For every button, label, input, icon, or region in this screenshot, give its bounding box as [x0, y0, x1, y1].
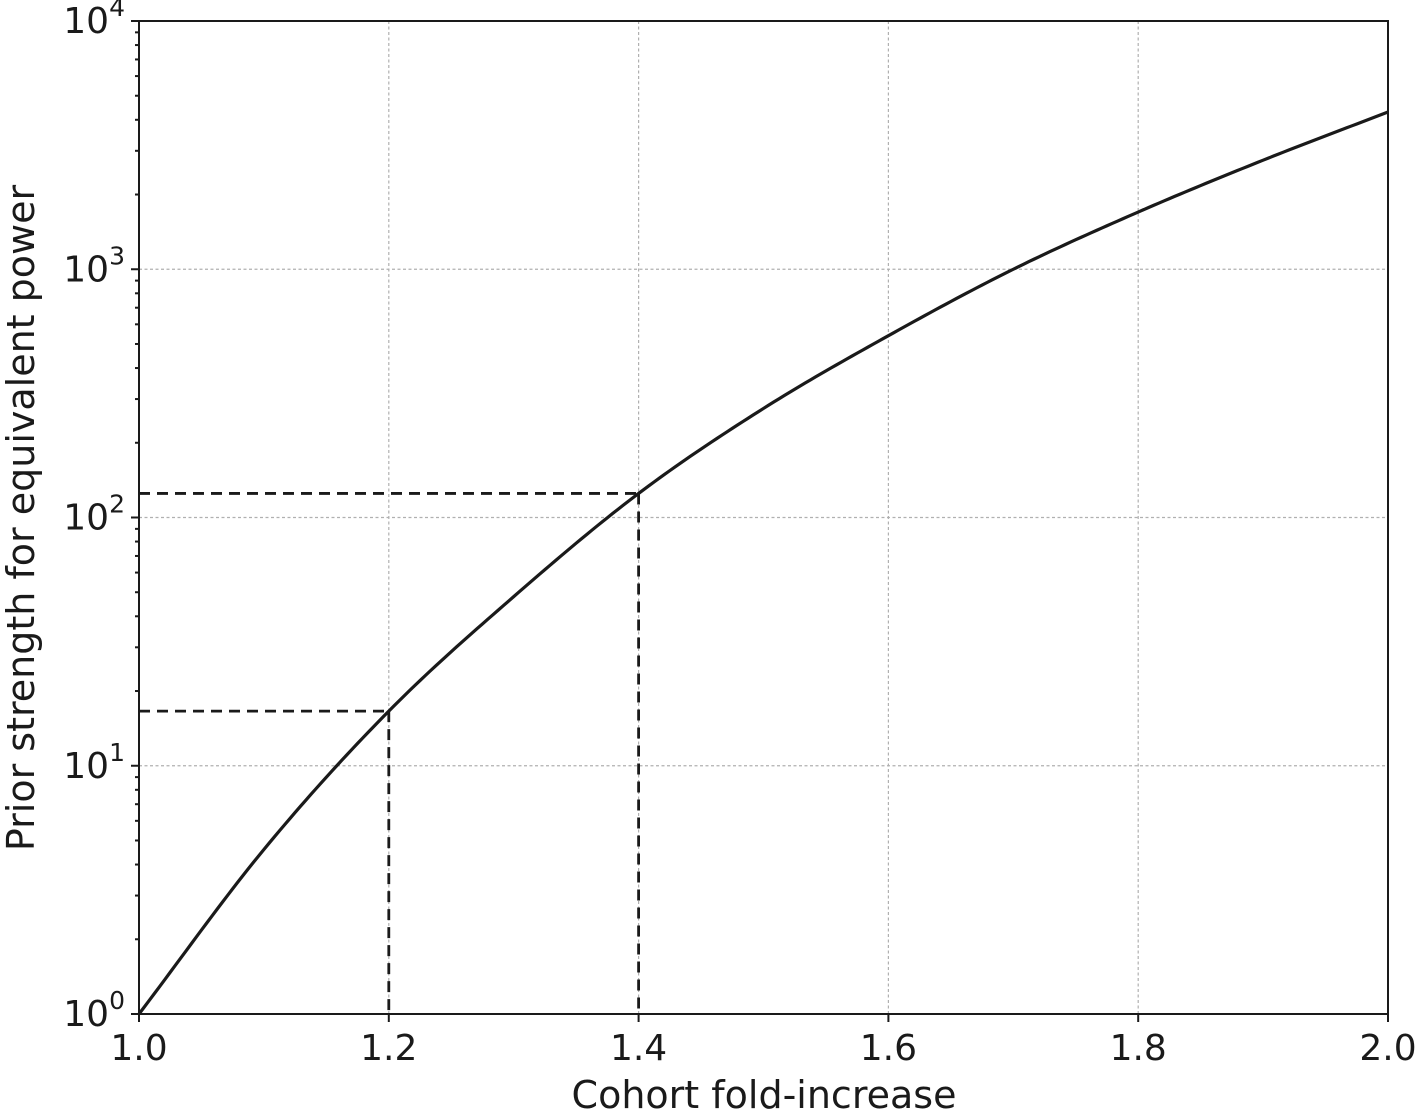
reference-lines-layer	[139, 492, 640, 1014]
y-tick-base: 10	[63, 994, 109, 1035]
y-tick-base: 10	[63, 498, 109, 539]
x-tick-label: 1.2	[360, 1028, 417, 1069]
y-tick-label: 102	[63, 490, 125, 539]
y-tick-exponent: 2	[109, 490, 125, 519]
y-tick-base: 10	[63, 1, 109, 42]
y-tick-label: 100	[63, 986, 125, 1035]
y-axis-label: Prior strength for equivalent power	[0, 185, 43, 852]
y-tick-base: 10	[63, 249, 109, 290]
y-tick-label: 101	[63, 738, 125, 787]
series-layer	[137, 110, 1389, 1015]
y-tick-base: 10	[63, 746, 109, 787]
y-tick-exponent: 4	[109, 0, 125, 22]
x-tick-label: 2.0	[1359, 1028, 1416, 1069]
y-tick-exponent: 0	[109, 986, 125, 1015]
series-line	[137, 110, 1389, 1015]
grid-layer	[139, 21, 1388, 1014]
x-tick-label: 1.8	[1110, 1028, 1167, 1069]
x-axis-ticks: 1.0 1.2 1.4 1.6 1.8 2.0	[110, 1014, 1417, 1069]
x-tick-label: 1.4	[610, 1028, 667, 1069]
y-tick-label: 103	[63, 241, 125, 290]
x-tick-label: 1.0	[110, 1028, 167, 1069]
x-axis-label: Cohort fold-increase	[572, 1073, 957, 1113]
y-tick-exponent: 1	[109, 738, 125, 767]
y-tick-exponent: 3	[109, 241, 125, 270]
x-tick-label: 1.6	[860, 1028, 917, 1069]
y-tick-label: 104	[63, 0, 125, 42]
